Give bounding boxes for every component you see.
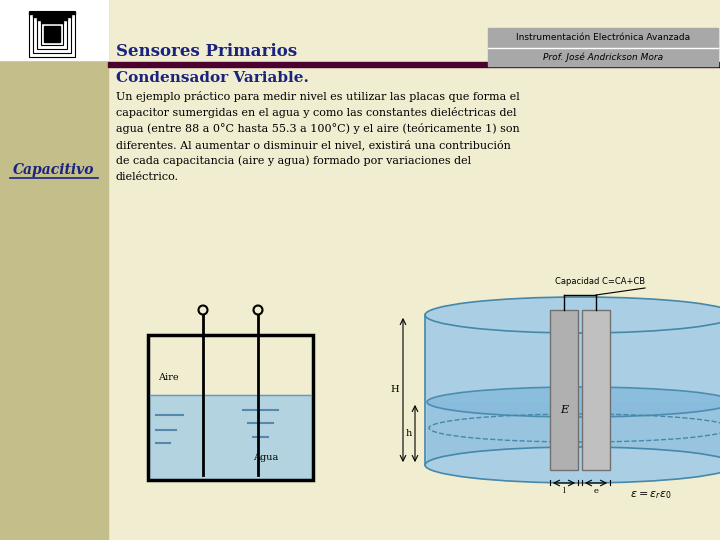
Bar (550, 310, 578, 470)
Bar (41, 21, 63, 23)
Text: H: H (391, 386, 400, 395)
Bar (33, 15, 71, 53)
Text: de cada capacitancia (aire y agua) formado por variaciones del: de cada capacitancia (aire y agua) forma… (116, 156, 471, 166)
Ellipse shape (427, 387, 720, 417)
Text: Sensores Primarios: Sensores Primarios (116, 44, 297, 60)
Text: h: h (406, 429, 412, 438)
Text: Un ejemplo práctico para medir nivel es utilizar las placas que forma el: Un ejemplo práctico para medir nivel es … (116, 91, 520, 103)
Text: capacitor sumergidas en el agua y como las constantes dieléctricas del: capacitor sumergidas en el agua y como l… (116, 107, 516, 118)
Bar (427, 402, 720, 465)
Bar (108, 62, 720, 67)
Bar (0, 0, 108, 540)
Text: e: e (593, 487, 598, 495)
Text: Aire: Aire (158, 373, 179, 381)
Text: Condensador Variable.: Condensador Variable. (116, 71, 309, 85)
Text: E: E (560, 405, 568, 415)
Text: Capacitivo: Capacitivo (13, 163, 95, 177)
Text: Agua: Agua (253, 454, 278, 462)
Ellipse shape (425, 297, 720, 333)
Bar (29, 11, 75, 57)
Text: dieléctrico.: dieléctrico. (116, 172, 179, 182)
Text: diferentes. Al aumentar o disminuir el nivel, existirá una contribución: diferentes. Al aumentar o disminuir el n… (116, 140, 511, 151)
Bar (37, 19, 67, 49)
Bar (582, 310, 610, 470)
Bar (45, 27, 59, 41)
Bar (41, 23, 63, 45)
Bar (425, 315, 720, 465)
Bar (29, 11, 75, 14)
Bar (488, 28, 718, 66)
Text: l: l (562, 487, 565, 495)
Ellipse shape (425, 447, 720, 483)
Bar (0, 0, 108, 60)
Text: agua (entre 88 a 0°C hasta 55.3 a 100°C) y el aire (teóricamente 1) son: agua (entre 88 a 0°C hasta 55.3 a 100°C)… (116, 124, 520, 134)
Text: Instrumentación Electrónica Avanzada: Instrumentación Electrónica Avanzada (516, 33, 690, 43)
Bar (33, 15, 71, 17)
Text: Capacidad C=CA+CB: Capacidad C=CA+CB (555, 278, 645, 287)
Text: Prof. José Andrickson Mora: Prof. José Andrickson Mora (543, 52, 663, 62)
Bar (150, 395, 311, 478)
Text: $\varepsilon = \varepsilon_r \varepsilon_0$: $\varepsilon = \varepsilon_r \varepsilon… (630, 489, 672, 501)
Bar (148, 335, 313, 480)
Bar (44, 26, 60, 42)
Bar (37, 17, 67, 20)
